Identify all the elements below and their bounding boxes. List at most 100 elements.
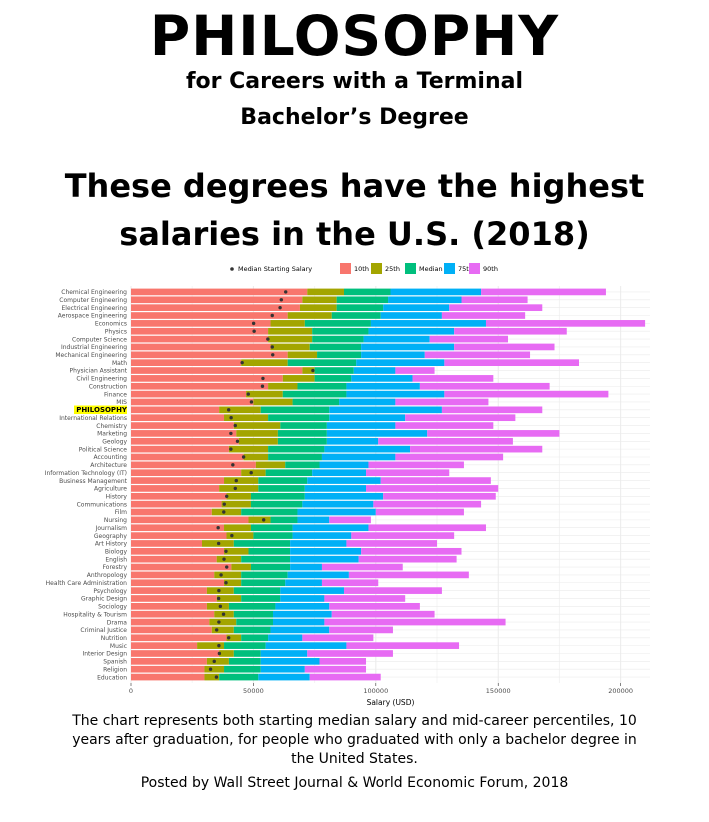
bar-p10: [131, 650, 220, 657]
starting-salary-point: [212, 659, 216, 664]
bar-p90: [346, 540, 438, 547]
legend-label: 10th: [354, 265, 369, 273]
bar-p90: [368, 461, 464, 469]
bar-p25: [219, 485, 259, 492]
bar-p75: [326, 437, 379, 445]
starting-salary-point: [234, 478, 238, 483]
category-label: Health Care Administration: [46, 580, 128, 587]
bar-median: [343, 288, 391, 296]
bar-median: [258, 485, 305, 492]
bar-p10: [131, 461, 256, 469]
legend-label: Median: [419, 265, 443, 273]
bar-median: [228, 603, 276, 610]
bar-p90: [378, 437, 513, 445]
bar-median: [241, 508, 298, 516]
bar-p25: [211, 508, 242, 516]
category-label: Finance: [104, 391, 127, 398]
bar-p10: [131, 595, 217, 602]
bar-p75: [346, 390, 445, 398]
bar-p75: [272, 610, 332, 618]
bar-p90: [319, 658, 367, 665]
category-label: Aerospace Engineering: [58, 313, 127, 320]
bar-p75: [326, 422, 396, 429]
bar-p25: [302, 367, 315, 374]
category-label: Economics: [95, 321, 127, 328]
bar-p90: [449, 304, 543, 311]
bar-median: [277, 430, 327, 437]
starting-salary-point: [217, 620, 221, 624]
bar-median: [336, 296, 389, 304]
x-tick-label: 100000: [363, 687, 388, 695]
bar-p25: [238, 437, 278, 445]
bar-median: [233, 587, 281, 594]
bar-p25: [233, 422, 281, 429]
category-label: Physics: [105, 328, 127, 335]
bar-p75: [260, 665, 305, 673]
bar-p25: [209, 618, 237, 626]
bar-median: [292, 398, 340, 406]
bar-median: [258, 477, 308, 484]
bar-p25: [268, 327, 313, 335]
starting-salary-point: [217, 643, 221, 648]
bar-p25: [236, 430, 278, 437]
bar-p10: [131, 304, 300, 311]
bar-p75: [280, 587, 344, 594]
bar-p75: [370, 320, 486, 327]
bar-median: [268, 453, 322, 461]
bar-p75: [326, 430, 428, 437]
bar-p90: [366, 469, 450, 477]
bar-median: [241, 555, 291, 563]
category-label: Computer Science: [72, 336, 127, 343]
bar-median: [282, 390, 347, 398]
bar-p75: [270, 626, 330, 634]
category-label: Graphic Design: [81, 596, 127, 603]
bar-p10: [131, 516, 249, 524]
bar-p75: [297, 516, 330, 524]
starting-salary-point: [219, 573, 223, 577]
bar-p10: [131, 375, 283, 382]
bar-p75: [292, 524, 369, 532]
bar-p10: [131, 547, 225, 555]
bar-p25: [246, 390, 283, 398]
bar-p10: [131, 398, 254, 406]
bar-p10: [131, 469, 242, 477]
bar-p25: [224, 414, 269, 422]
bar-median: [233, 626, 271, 634]
bar-p75: [280, 595, 325, 602]
headline-line-1: These degrees have the highest: [64, 167, 645, 205]
bar-median: [224, 642, 266, 649]
bar-p75: [383, 304, 450, 311]
bar-median: [312, 327, 369, 335]
starting-salary-point: [229, 447, 233, 451]
bar-p25: [204, 673, 220, 681]
bar-p25: [226, 492, 251, 500]
bar-p25: [270, 343, 310, 351]
bar-p90: [454, 343, 555, 351]
starting-salary-point: [217, 651, 222, 656]
category-label: Spanish: [103, 659, 127, 666]
starting-salary-point: [311, 368, 315, 373]
bar-p10: [131, 579, 225, 587]
bar-median: [233, 540, 291, 547]
bar-p90: [324, 618, 506, 626]
bar-median: [241, 634, 269, 642]
bar-p10: [131, 367, 303, 374]
bar-p10: [131, 673, 205, 681]
category-label: Music: [110, 643, 127, 650]
starting-salary-point: [226, 408, 231, 412]
starting-salary-point: [278, 305, 282, 310]
bar-p75: [290, 563, 322, 571]
x-tick-label: 200000: [608, 687, 633, 695]
starting-salary-point: [229, 431, 233, 436]
category-label: Criminal Justice: [80, 627, 127, 634]
bar-p25: [287, 312, 332, 319]
bar-p10: [131, 492, 227, 500]
bar-p90: [343, 587, 442, 594]
bar-p10: [131, 335, 269, 343]
starting-salary-point: [249, 471, 253, 475]
bar-p90: [412, 375, 494, 382]
starting-salary-point: [252, 329, 256, 333]
bar-p25: [241, 469, 266, 477]
legend-label: 25th: [385, 265, 400, 273]
x-axis-label: Salary (USD): [367, 698, 415, 707]
